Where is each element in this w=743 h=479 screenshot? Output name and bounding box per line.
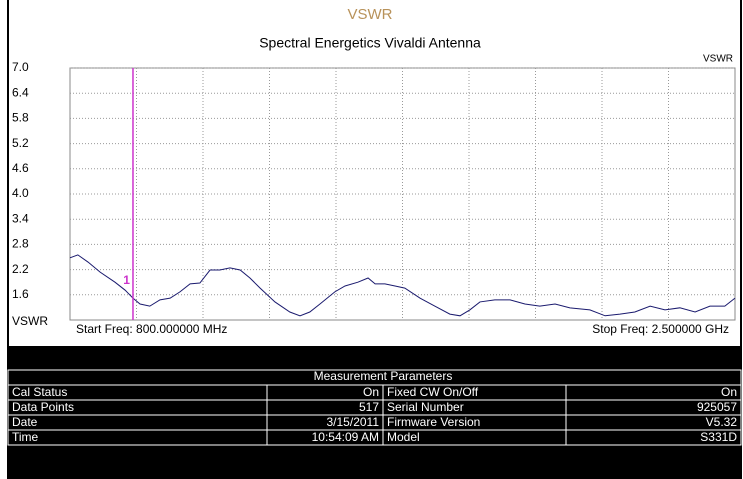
y-tick-label: 1.6 <box>12 287 29 301</box>
table-cell: 3/15/2011 <box>327 415 380 429</box>
y-tick-label: 7.0 <box>12 60 29 74</box>
table-cell: Cal Status <box>12 385 67 399</box>
table-cell: Serial Number <box>387 400 464 414</box>
table-border <box>7 369 742 446</box>
y-tick-label: 5.2 <box>12 136 29 150</box>
params-panel <box>8 346 741 479</box>
y-tick-label: 4.0 <box>12 186 29 200</box>
table-cell: Time <box>12 430 39 444</box>
table-cell: Date <box>12 415 38 429</box>
table-cell: On <box>721 385 737 399</box>
y-tick-label: 2.2 <box>12 262 29 276</box>
legend-entry: VSWR <box>703 54 733 65</box>
stop-freq: Stop Freq: 2.500000 GHz <box>592 322 729 336</box>
y-tick-label: 2.8 <box>12 237 29 251</box>
table-cell: On <box>363 385 379 399</box>
marker-label: 1 <box>123 273 130 287</box>
y-tick-label: 6.4 <box>12 85 29 99</box>
chart-subtitle: Spectral Energetics Vivaldi Antenna <box>259 35 481 51</box>
y-tick-label: 4.6 <box>12 161 29 175</box>
table-cell: S331D <box>700 430 737 444</box>
table-cell: 10:54:09 AM <box>312 430 379 444</box>
table-cell: Model <box>387 430 420 444</box>
y-tick-label: 5.8 <box>12 111 29 125</box>
start-freq: Start Freq: 800.000000 MHz <box>76 322 227 336</box>
params-table: Measurement Parameters Cal Status On Fixed … <box>7 369 742 446</box>
table-cell: Firmware Version <box>387 415 480 429</box>
y-tick-label: 3.4 <box>12 211 29 225</box>
trace <box>69 254 736 317</box>
y-axis-label: VSWR <box>12 314 48 328</box>
table-cell: 517 <box>359 400 379 414</box>
chart-title: VSWR <box>348 6 393 23</box>
table-cell: 925057 <box>697 400 737 414</box>
table-cell: Fixed CW On/Off <box>387 385 479 399</box>
table-title: Measurement Parameters <box>314 369 453 383</box>
table-cell: Data Points <box>12 400 74 414</box>
table-cell: V5.32 <box>706 415 738 429</box>
